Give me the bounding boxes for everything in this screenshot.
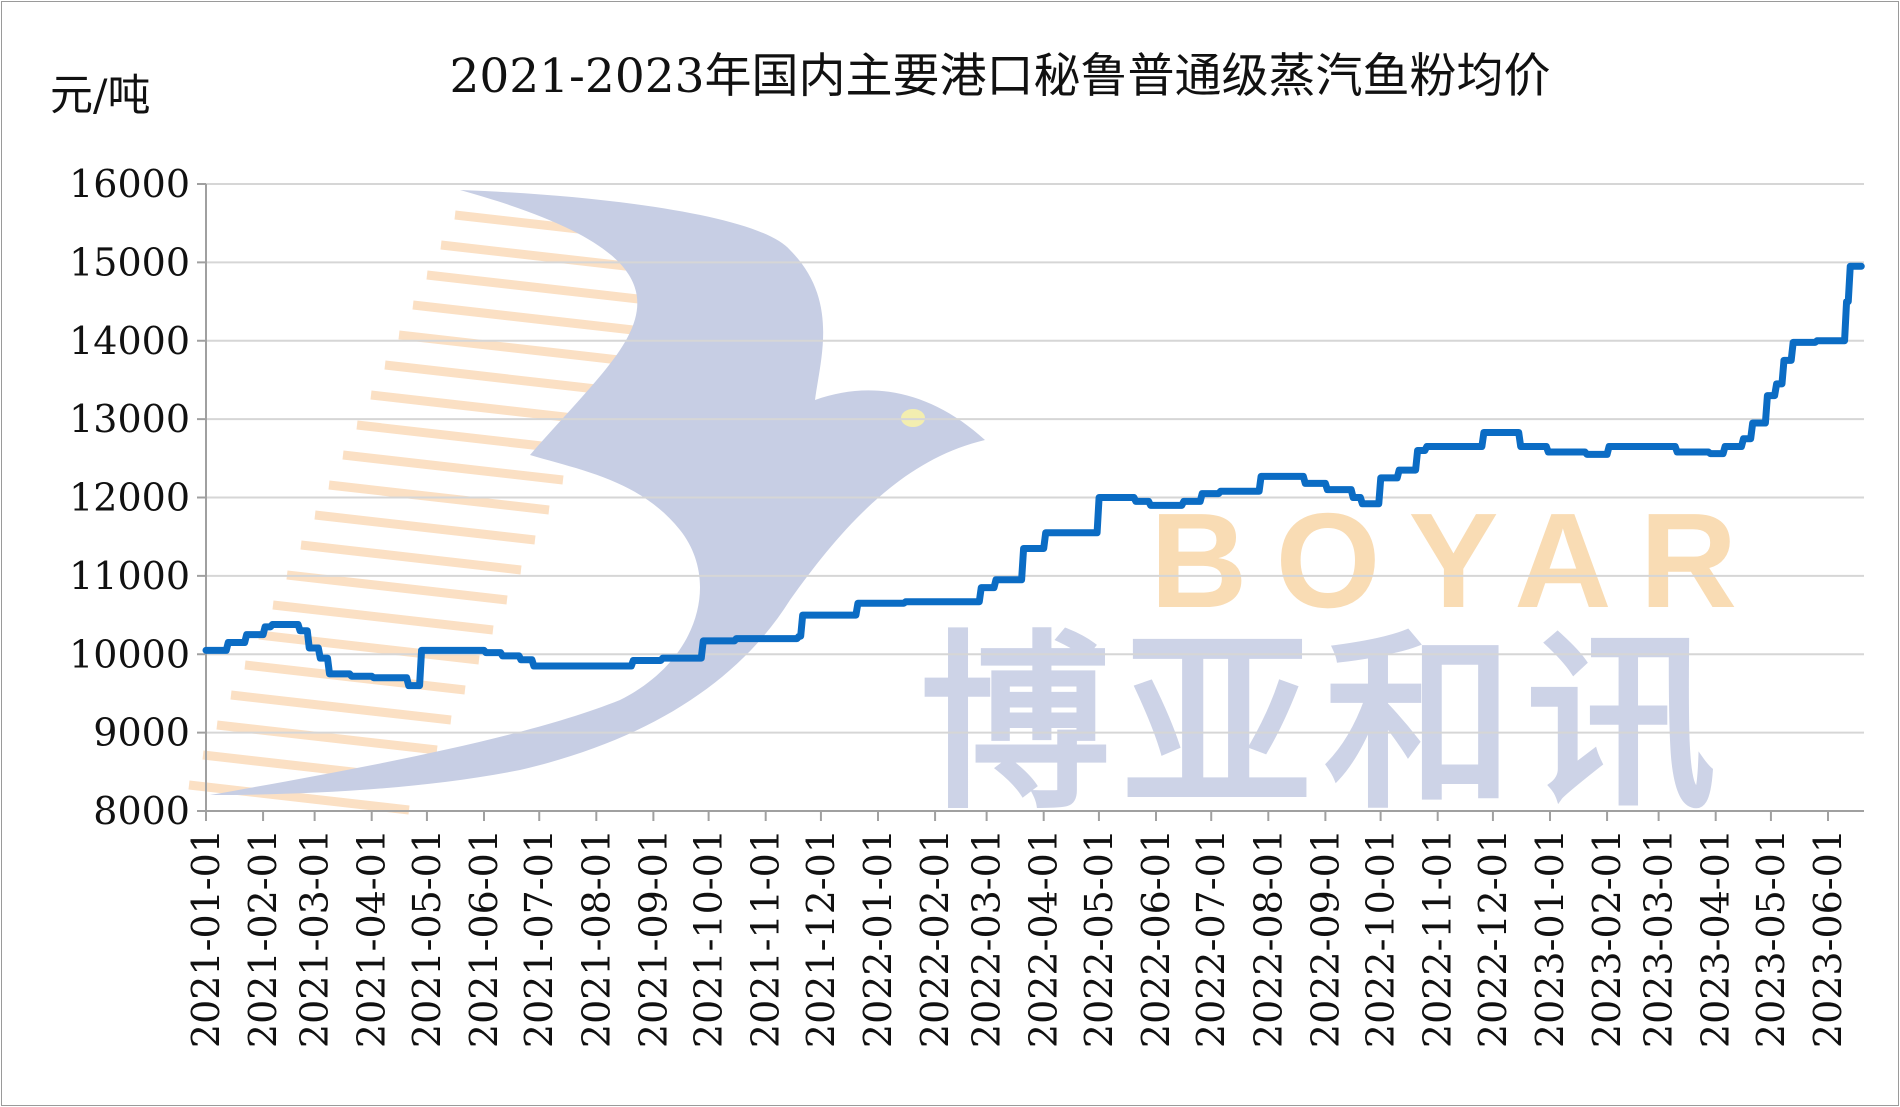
- watermark-stripe: [286, 570, 508, 605]
- x-tick-label: 2022-03-01: [965, 829, 1009, 1048]
- watermark-bird-eye: [901, 409, 925, 427]
- price-line: [202, 262, 1865, 690]
- x-tick-label: 2021-06-01: [462, 829, 506, 1048]
- y-tick-label: 11000: [69, 554, 190, 598]
- y-tick-label: 13000: [69, 397, 190, 441]
- x-tick-label: 2021-03-01: [293, 829, 337, 1048]
- x-tick-labels: 2021-01-01 2021-02-01 2021-03-01 2021-04-01…: [184, 829, 1850, 1048]
- watermark-stripes: [188, 210, 676, 815]
- watermark-brand-en: BOYAR: [1150, 485, 1765, 636]
- x-tick-label: 2022-08-01: [1246, 829, 1290, 1048]
- x-tick-label: 2021-05-01: [405, 829, 449, 1048]
- x-tick-label: 2022-10-01: [1359, 829, 1403, 1048]
- y-tick-label: 14000: [69, 319, 190, 363]
- x-tick-label: 2023-03-01: [1637, 829, 1681, 1048]
- y-axis-unit-label: 元/吨: [50, 71, 151, 121]
- watermark-stripe: [342, 450, 564, 485]
- watermark-stripe: [412, 300, 634, 335]
- x-tick-label: 2023-06-01: [1806, 829, 1850, 1048]
- x-tick-label: 2023-02-01: [1585, 829, 1629, 1048]
- x-tick-label: 2021-08-01: [574, 829, 618, 1048]
- y-tick-label: 9000: [93, 711, 190, 755]
- watermark-stripe: [272, 600, 494, 635]
- watermark-stripe: [398, 330, 620, 365]
- x-tick-label: 2023-04-01: [1694, 829, 1738, 1048]
- x-tick-label: 2022-04-01: [1022, 829, 1066, 1048]
- watermark-brand-cn: 博亚和讯: [920, 614, 1728, 835]
- watermark-stripe: [384, 360, 606, 395]
- watermark-stripe: [230, 690, 452, 725]
- x-tick-label: 2022-06-01: [1134, 829, 1178, 1048]
- y-tick-label: 16000: [69, 162, 190, 206]
- x-tick-label: 2022-05-01: [1077, 829, 1121, 1048]
- watermark-stripe: [426, 270, 648, 305]
- x-tick-label: 2023-05-01: [1749, 829, 1793, 1048]
- x-tick-label: 2021-10-01: [687, 829, 731, 1048]
- watermark-stripe: [188, 780, 410, 815]
- chart-title: 2021-2023年国内主要港口秘鲁普通级蒸汽鱼粉均价: [449, 49, 1550, 104]
- gridlines: [206, 183, 1864, 734]
- axes: [197, 183, 1864, 821]
- y-tick-label: 15000: [69, 240, 190, 284]
- y-tick-label: 10000: [69, 632, 190, 676]
- x-tick-label: 2021-04-01: [350, 829, 394, 1048]
- x-tick-label: 2022-02-01: [913, 829, 957, 1048]
- x-tick-label: 2021-12-01: [799, 829, 843, 1048]
- x-tick-label: 2022-09-01: [1303, 829, 1347, 1048]
- y-tick-labels: 16000 15000 14000 13000 12000 11000 10000 9000 8…: [69, 162, 190, 833]
- watermark-stripe: [370, 390, 592, 425]
- watermark: BOYAR 博亚和讯: [188, 190, 1765, 835]
- x-tick-label: 2021-02-01: [241, 829, 285, 1048]
- x-tick-label: 2022-07-01: [1189, 829, 1233, 1048]
- watermark-stripe: [300, 540, 522, 575]
- watermark-stripe: [258, 630, 480, 665]
- x-tick-label: 2022-12-01: [1471, 829, 1515, 1048]
- x-tick-label: 2022-01-01: [856, 829, 900, 1048]
- y-tick-label: 8000: [93, 789, 190, 833]
- x-tick-label: 2022-11-01: [1416, 829, 1460, 1048]
- watermark-stripe: [216, 720, 438, 755]
- x-tick-label: 2021-01-01: [184, 829, 228, 1048]
- x-tick-label: 2021-09-01: [631, 829, 675, 1048]
- x-tick-label: 2021-11-01: [744, 829, 788, 1048]
- x-tick-label: 2021-07-01: [517, 829, 561, 1048]
- x-tick-label: 2023-01-01: [1528, 829, 1572, 1048]
- y-tick-label: 12000: [69, 476, 190, 520]
- watermark-stripe: [314, 510, 536, 545]
